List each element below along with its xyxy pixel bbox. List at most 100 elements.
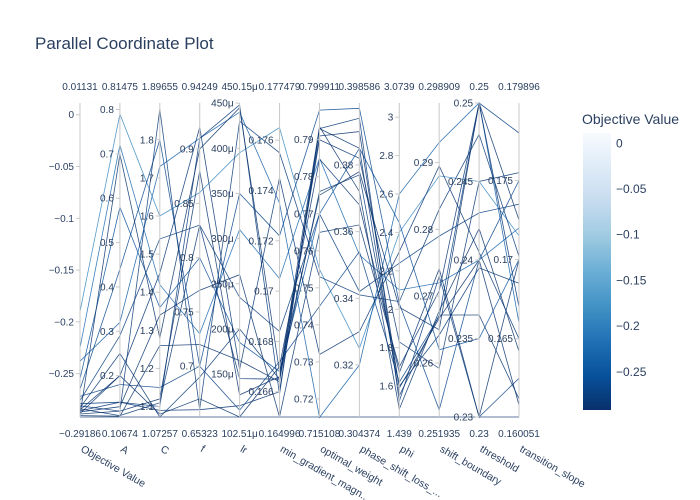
- axis-range-max: 0.94249: [182, 82, 219, 93]
- tick-label: 400μ: [211, 144, 234, 155]
- tick-label: 0.3: [100, 327, 114, 338]
- data-line[interactable]: [79, 125, 520, 415]
- tick-label: 0.75: [294, 283, 314, 294]
- tick-label: −0.15: [49, 266, 75, 277]
- axis-range-min: 0.65323: [182, 429, 219, 440]
- tick-label: 0.75: [174, 307, 194, 318]
- tick-label: 0.73: [294, 357, 314, 368]
- axis-title: Objective Value: [79, 443, 148, 490]
- data-line[interactable]: [79, 102, 520, 411]
- tick-label: 0.165: [488, 334, 513, 345]
- tick-label: 250μ: [211, 279, 234, 290]
- tick-label: 1.7: [140, 173, 154, 184]
- data-line[interactable]: [79, 112, 520, 350]
- axis-title: transition_slope: [518, 443, 588, 490]
- axis-range-min: 0.715108: [299, 429, 341, 440]
- data-line[interactable]: [79, 102, 520, 418]
- tick-label: −0.1: [54, 214, 74, 225]
- tick-label: 1.8: [140, 135, 154, 146]
- axis-range-max: 1.89655: [142, 82, 179, 93]
- tick-label: 0.7: [100, 149, 114, 160]
- tick-label: 300μ: [211, 234, 234, 245]
- tick-label: 0.74: [294, 320, 314, 331]
- tick-label: 0.28: [414, 225, 434, 236]
- axis-range-max: 450.15μ: [221, 82, 258, 93]
- tick-label: 1.2: [140, 364, 154, 375]
- tick-label: 1.6: [379, 382, 393, 393]
- tick-label: 0.78: [294, 172, 314, 183]
- axis-range-max: 0.398586: [339, 82, 381, 93]
- tick-label: 0.38: [334, 160, 354, 171]
- tick-label: 0.34: [334, 294, 354, 305]
- polylines-layer: [79, 102, 520, 419]
- axis-8[interactable]: 3 2.8 2.6 2.4 2.2 2 1.8 1.6 3.0739 1.439 phi: [379, 82, 416, 461]
- tick-label: 0.245: [448, 177, 473, 188]
- data-line[interactable]: [79, 127, 520, 411]
- tick-label: 0.77: [294, 209, 314, 220]
- tick-label: 0.6: [100, 194, 114, 205]
- tick-label: 200μ: [211, 324, 234, 335]
- tick-label: 0.176: [249, 136, 274, 147]
- tick-label: 0.2: [100, 371, 114, 382]
- colorbar-tick-label: −0.1: [616, 228, 640, 242]
- data-line[interactable]: [79, 174, 520, 418]
- axis-range-min: 1.439: [387, 429, 412, 440]
- axis-2[interactable]: 1.8 1.7 1.6 1.5 1.4 1.3 1.2 1.1 1.89655 1.07257 C: [140, 82, 178, 458]
- tick-label: 1.4: [140, 288, 154, 299]
- axis-range-min: 0.23: [469, 429, 489, 440]
- axis-range-max: 0.177479: [259, 82, 301, 93]
- tick-label: 1.8: [379, 343, 393, 354]
- axis-range-max: 0.179896: [498, 82, 540, 93]
- tick-label: 0.23: [454, 413, 474, 424]
- tick-label: 1.3: [140, 326, 154, 337]
- tick-label: 0.29: [414, 158, 434, 169]
- data-line[interactable]: [79, 102, 520, 419]
- tick-label: 0.79: [294, 135, 314, 146]
- tick-label: 450μ: [211, 99, 234, 110]
- axis-range-min: 1.07257: [142, 429, 179, 440]
- tick-label: 0.175: [488, 176, 513, 187]
- chart-title: Parallel Coordinate Plot: [35, 34, 214, 53]
- tick-label: 0: [68, 110, 74, 121]
- axis-3[interactable]: 0.9 0.85 0.8 0.75 0.7 0.94249 0.65323 f: [174, 82, 218, 455]
- data-line[interactable]: [79, 109, 520, 412]
- tick-label: 0.166: [249, 387, 274, 398]
- tick-label: 0.8: [180, 253, 194, 264]
- tick-label: 0.5: [100, 238, 114, 249]
- tick-label: 0.36: [334, 227, 354, 238]
- data-line[interactable]: [79, 102, 520, 416]
- tick-label: 1.6: [140, 212, 154, 223]
- axis-title: phi: [398, 443, 416, 460]
- tick-label: −0.05: [49, 162, 75, 173]
- axis-range-max: 0.298909: [418, 82, 460, 93]
- axis-title: A: [118, 443, 130, 457]
- tick-label: 3: [388, 113, 394, 124]
- tick-label: 2.8: [379, 151, 393, 162]
- tick-label: 150μ: [211, 370, 234, 381]
- colorbar-tick-label: −0.25: [616, 365, 647, 379]
- axis-range-min: 0.164996: [259, 429, 301, 440]
- tick-label: −0.2: [54, 317, 74, 328]
- data-line[interactable]: [79, 131, 520, 417]
- colorbar-tick-label: 0: [616, 136, 623, 150]
- tick-label: 1.5: [140, 250, 154, 261]
- data-line[interactable]: [79, 203, 520, 401]
- axis-11[interactable]: 0.175 0.17 0.165 0.179896 0.160051 transition…: [488, 82, 587, 490]
- tick-label: 0.17: [254, 287, 274, 298]
- tick-label: 0.32: [334, 360, 354, 371]
- tick-label: 0.8: [100, 105, 114, 116]
- colorbar-gradient: [583, 133, 611, 410]
- axis-range-min: 102.51μ: [221, 429, 258, 440]
- axis-4[interactable]: 450μ 400μ 350μ 300μ 250μ 200μ 150μ 450.15μ 102.5…: [211, 82, 258, 457]
- tick-label: 2.6: [379, 190, 393, 201]
- tick-label: 0.76: [294, 246, 314, 257]
- axis-range-max: 0.25: [469, 82, 489, 93]
- tick-label: 0.168: [249, 337, 274, 348]
- tick-label: 0.27: [414, 292, 434, 303]
- axis-range-min: 0.160051: [498, 429, 540, 440]
- colorbar-tick-label: −0.05: [616, 182, 647, 196]
- tick-label: 0.172: [249, 236, 274, 247]
- tick-label: −0.25: [49, 369, 75, 380]
